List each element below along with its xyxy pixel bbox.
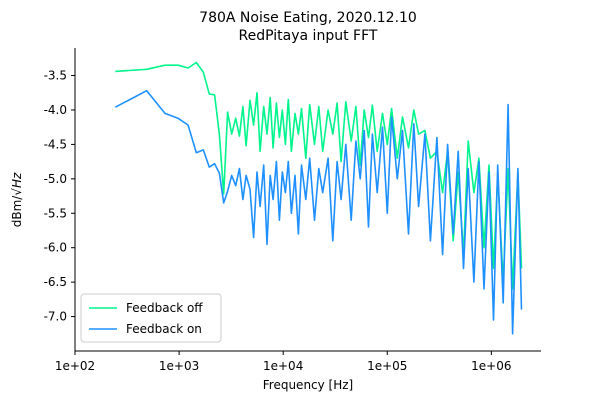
y-tick-label: -6.5	[44, 275, 67, 289]
y-tick-label: -6.0	[44, 241, 67, 255]
series-line-feedback-off	[115, 61, 523, 290]
x-tick-label: 1e+05	[367, 359, 407, 373]
legend: Feedback off Feedback on	[80, 293, 222, 343]
y-axis-label-sqrt-sign: √	[10, 188, 24, 196]
x-tick-label: 1e+04	[263, 359, 303, 373]
x-tick-label: 1e+06	[471, 359, 511, 373]
y-tick-label: -7.0	[44, 310, 67, 324]
plot-area	[114, 61, 523, 335]
svg-text:dBm/√Hz: dBm/√Hz	[10, 172, 24, 227]
legend-frame	[80, 293, 222, 343]
y-tick-label: -4.0	[44, 103, 67, 117]
legend-label-feedback-off: Feedback off	[126, 301, 203, 315]
chart-subtitle: RedPitaya input FFT	[239, 28, 378, 44]
y-tick-label: -4.5	[44, 137, 67, 151]
y-tick-label: -3.5	[44, 69, 67, 83]
legend-label-feedback-on: Feedback on	[126, 322, 202, 336]
y-axis-label: dBm/√Hz	[10, 172, 24, 227]
series-line-feedback-on	[114, 89, 523, 335]
y-axis-label-unit: dBm/	[10, 195, 24, 228]
x-axis-ticks: 1e+02 1e+03 1e+04 1e+05 1e+06	[55, 351, 512, 373]
x-tick-label: 1e+02	[55, 359, 95, 373]
y-axis-label-hz: Hz	[10, 172, 24, 188]
y-tick-label: -5.5	[44, 206, 67, 220]
y-axis-ticks: -3.5 -4.0 -4.5 -5.0 -5.5 -6.0 -6.5 -7.0	[44, 69, 75, 324]
x-tick-label: 1e+03	[159, 359, 199, 373]
x-axis-label: Frequency [Hz]	[263, 378, 354, 392]
chart-title: 780A Noise Eating, 2020.12.10	[199, 10, 417, 26]
y-tick-label: -5.0	[44, 172, 67, 186]
